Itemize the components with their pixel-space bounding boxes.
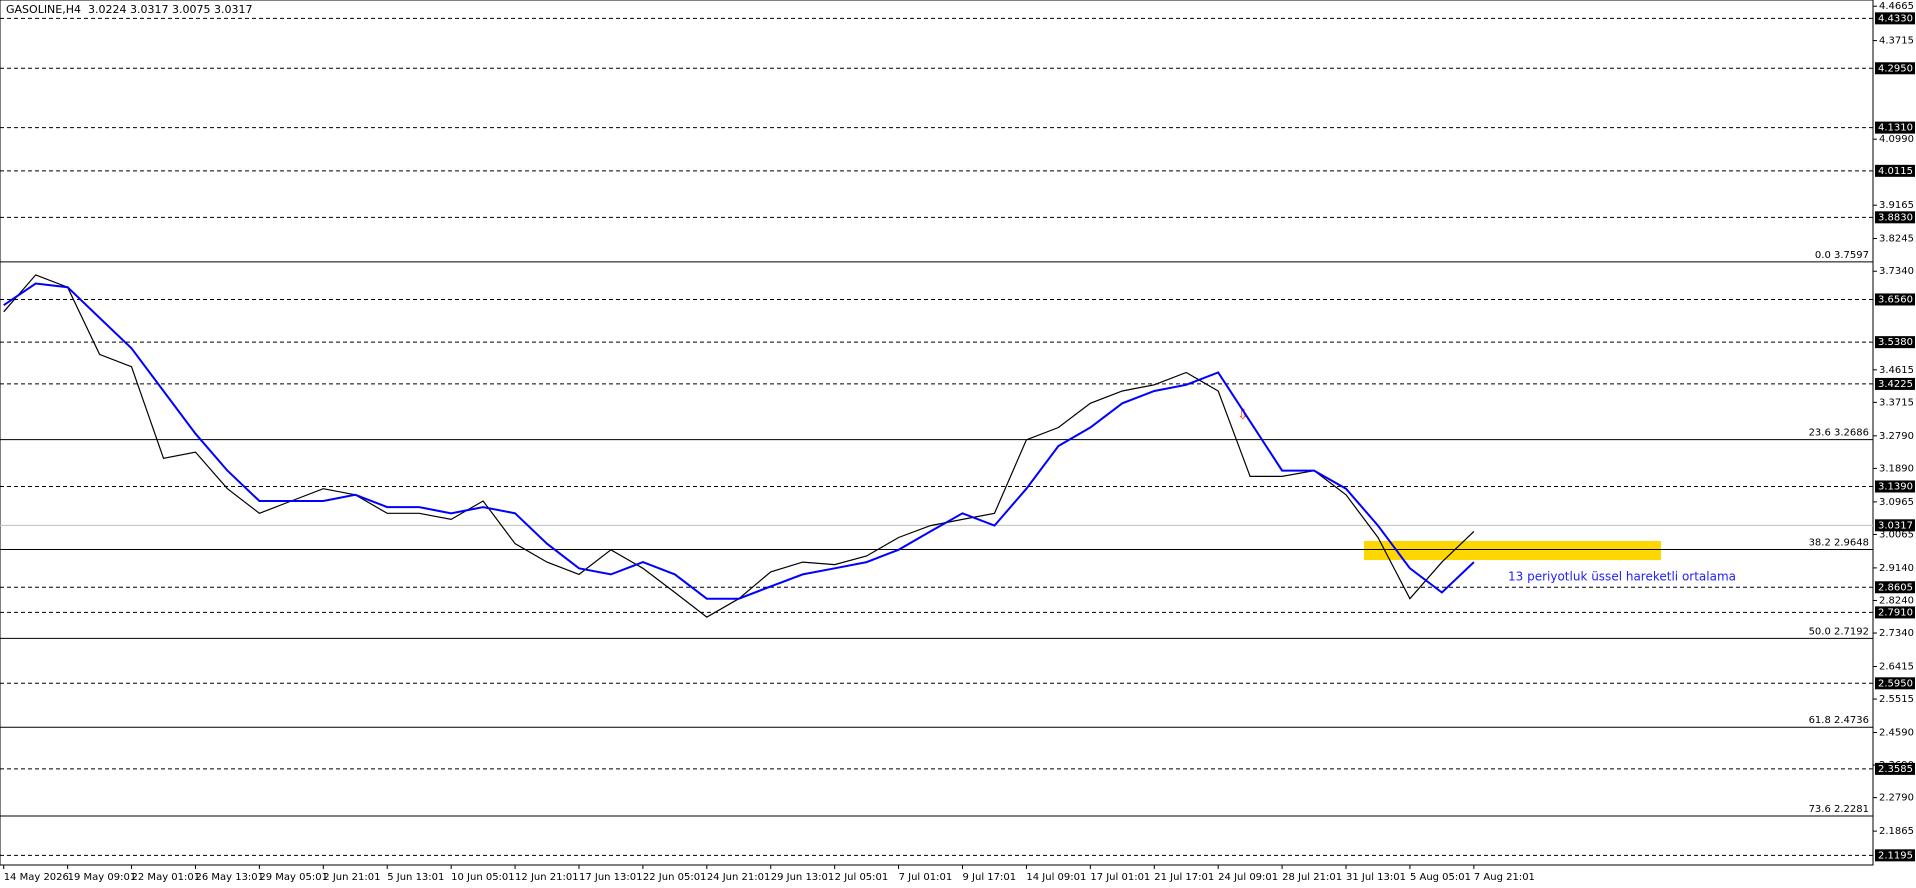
level-label: 3.4225 — [1878, 379, 1913, 390]
level-label: 4.1310 — [1878, 123, 1913, 134]
fib-label: 61.8 2.4736 — [1809, 715, 1869, 726]
x-tick-label: 21 Jul 17:01 — [1154, 872, 1214, 883]
x-tick-label: 26 May 13:01 — [195, 872, 264, 883]
x-tick-label: 7 Jul 01:01 — [899, 872, 953, 883]
y-tick-label: 3.9165 — [1879, 200, 1914, 211]
level-box — [1875, 211, 1915, 224]
x-tick-label: 24 Jul 09:01 — [1218, 872, 1278, 883]
ema-annotation: 13 periyotluk üssel hareketli ortalama — [1508, 570, 1736, 584]
level-label: 3.6560 — [1878, 294, 1913, 305]
ohlc-values: 3.0224 3.0317 3.0075 3.0317 — [88, 3, 252, 16]
level-label: 4.0115 — [1878, 166, 1913, 177]
y-tick-label: 2.8240 — [1879, 595, 1914, 606]
level-label: 3.1390 — [1878, 481, 1913, 492]
x-tick-label: 2 Jun 21:01 — [323, 872, 380, 883]
level-box — [1875, 12, 1915, 25]
x-tick-label: 28 Jul 21:01 — [1282, 872, 1342, 883]
level-label: 2.3585 — [1878, 764, 1913, 775]
signal-arrow: ⇩ — [1237, 407, 1249, 423]
x-tick-label: 2 Jul 05:01 — [835, 872, 889, 883]
y-tick-label: 3.7340 — [1879, 266, 1914, 277]
highlight-zone — [1364, 541, 1661, 560]
level-box — [1875, 606, 1915, 619]
level-box — [1875, 849, 1915, 862]
fib-label: 50.0 2.7192 — [1809, 626, 1869, 637]
level-box — [1875, 293, 1915, 306]
y-tick-label: 2.6415 — [1879, 661, 1914, 672]
y-tick-label: 2.9140 — [1879, 563, 1914, 574]
level-label: 4.2950 — [1878, 63, 1913, 74]
y-tick-label: 3.1890 — [1879, 463, 1914, 474]
x-tick-label: 9 Jul 17:01 — [963, 872, 1017, 883]
y-tick-label: 3.0965 — [1879, 497, 1914, 508]
level-label: 2.7910 — [1878, 607, 1913, 618]
x-tick-label: 17 Jun 13:01 — [579, 872, 643, 883]
fib-label: 73.6 2.2281 — [1809, 804, 1869, 815]
x-tick-label: 31 Jul 13:01 — [1346, 872, 1406, 883]
x-tick-label: 14 Jul 09:01 — [1026, 872, 1086, 883]
plot-frame — [0, 0, 1874, 866]
y-tick-label: 4.0990 — [1879, 134, 1914, 145]
fib-label: 23.6 3.2686 — [1809, 428, 1869, 439]
y-tick-label: 2.2790 — [1879, 793, 1914, 804]
y-tick-label: 2.1865 — [1879, 826, 1914, 837]
x-tick-label: 29 May 05:01 — [259, 872, 328, 883]
x-tick-label: 19 May 09:01 — [68, 872, 137, 883]
current-price-box — [1875, 519, 1915, 532]
x-tick-label: 5 Aug 05:01 — [1410, 872, 1471, 883]
y-tick-label: 2.5515 — [1879, 694, 1914, 705]
x-tick-label: 5 Jun 13:01 — [387, 872, 444, 883]
current-price-label: 3.0317 — [1878, 520, 1913, 531]
level-box — [1875, 336, 1915, 349]
level-label: 4.4330 — [1878, 13, 1913, 24]
level-box — [1875, 377, 1915, 390]
y-tick-label: 3.3715 — [1879, 397, 1914, 408]
level-label: 2.8605 — [1878, 582, 1913, 593]
y-tick-label: 3.2790 — [1879, 431, 1914, 442]
x-tick-label: 10 Jun 05:01 — [451, 872, 515, 883]
symbol-title: GASOLINE,H4 — [6, 3, 81, 16]
y-tick-label: 3.8245 — [1879, 233, 1914, 244]
ema-line — [3, 282, 1475, 600]
level-box — [1875, 62, 1915, 75]
x-tick-label: 24 Jun 21:01 — [707, 872, 771, 883]
level-label: 2.5950 — [1878, 678, 1913, 689]
level-box — [1875, 762, 1915, 775]
level-label: 2.1195 — [1878, 850, 1913, 861]
x-tick-label: 7 Aug 21:01 — [1474, 872, 1535, 883]
x-tick-label: 22 May 01:01 — [132, 872, 201, 883]
x-tick-label: 12 Jun 21:01 — [515, 872, 579, 883]
y-tick-label: 4.4665 — [1879, 1, 1914, 12]
y-tick-label: 3.0065 — [1879, 529, 1914, 540]
y-tick-label: 2.4590 — [1879, 728, 1914, 739]
x-tick-label: 29 Jun 13:01 — [771, 872, 835, 883]
x-tick-label: 17 Jul 01:01 — [1090, 872, 1150, 883]
fib-label: 38.2 2.9648 — [1809, 538, 1869, 549]
y-tick-label: 4.3715 — [1879, 36, 1914, 47]
level-box — [1875, 480, 1915, 493]
x-tick-label: 22 Jun 05:01 — [643, 872, 707, 883]
x-tick-label: 14 May 2026 — [4, 872, 69, 883]
fib-label: 0.0 3.7597 — [1815, 250, 1869, 261]
level-box — [1875, 677, 1915, 690]
level-label: 3.5380 — [1878, 337, 1913, 348]
y-tick-label: 3.4615 — [1879, 365, 1914, 376]
y-tick-label: 2.7340 — [1879, 628, 1914, 639]
level-label: 3.8830 — [1878, 212, 1913, 223]
level-box — [1875, 164, 1915, 177]
level-box — [1875, 581, 1915, 594]
level-box — [1875, 121, 1915, 134]
